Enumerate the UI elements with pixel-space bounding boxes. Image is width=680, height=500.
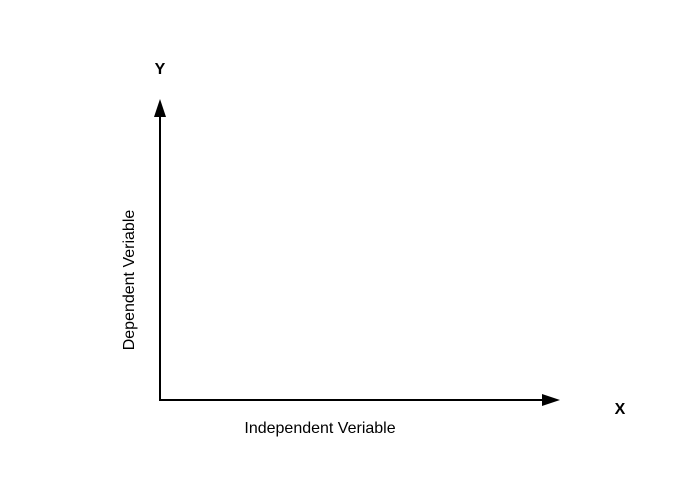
y-axis-arrowhead [154, 99, 166, 117]
x-axis [159, 394, 560, 406]
y-axis-letter: Y [155, 61, 166, 78]
x-axis-arrowhead [542, 394, 560, 406]
y-axis-caption: Dependent Veriable [121, 210, 138, 351]
x-axis-letter: X [615, 401, 626, 418]
x-axis-caption: Independent Veriable [244, 420, 395, 437]
y-axis [154, 99, 166, 400]
